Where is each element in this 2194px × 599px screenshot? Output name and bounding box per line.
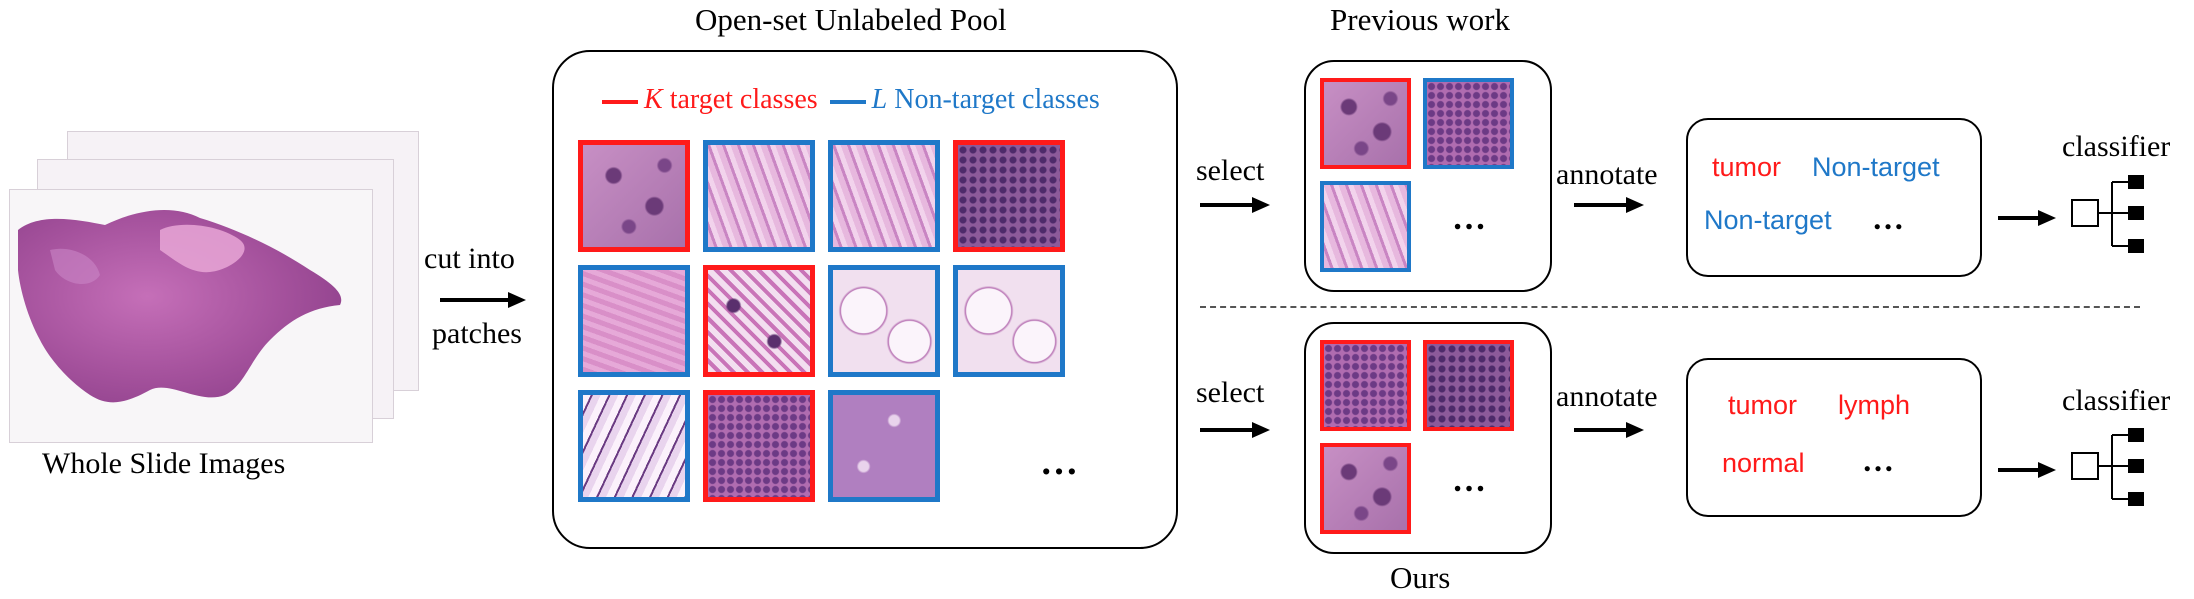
cut-label-line1: cut into xyxy=(424,242,515,275)
divider-dashed xyxy=(1200,306,2140,308)
prev-label-nontarget-2: Non-target xyxy=(1704,205,1832,235)
cut-label-line2: patches xyxy=(432,317,522,350)
legend-target-text: target classes xyxy=(662,84,818,115)
ours-select-arrow-icon xyxy=(1200,422,1270,438)
prev-label-tumor: tumor xyxy=(1712,152,1782,182)
tissue-patch-nontarget xyxy=(828,265,940,377)
prev-classifier-label: classifier xyxy=(2062,130,2171,163)
pool-title: Open-set Unlabeled Pool xyxy=(695,2,1007,37)
tissue-patch-target xyxy=(703,390,815,502)
ours-annotate-label: annotate xyxy=(1556,380,1658,413)
prev-label-nontarget-1: Non-target xyxy=(1812,152,1940,182)
ours-title: Ours xyxy=(1390,560,1451,595)
tissue-patch-target xyxy=(1320,340,1411,431)
tissue-patch-target xyxy=(1423,340,1514,431)
legend-target-var: K xyxy=(644,84,663,115)
prev-select-arrow-icon xyxy=(1200,197,1270,213)
prev-ellipsis: … xyxy=(1452,200,1486,237)
ours-label-ellipsis: … xyxy=(1862,442,1894,478)
pool-legend: K target classes L Non-target classes xyxy=(602,84,1100,120)
legend-nontarget-swatch xyxy=(829,99,866,104)
tissue-patch-nontarget xyxy=(578,265,690,377)
tissue-patch-nontarget xyxy=(828,140,940,252)
wsi-slide-front xyxy=(10,190,372,442)
ours-label-tumor: tumor xyxy=(1728,390,1798,420)
ours-annotate-arrow-icon xyxy=(1574,422,1644,438)
ours-classifier-label: classifier xyxy=(2062,384,2171,417)
tissue-patch-target xyxy=(953,140,1065,252)
legend-target-swatch xyxy=(602,99,638,104)
wsi-stack xyxy=(10,120,418,442)
prev-select-label: select xyxy=(1196,154,1265,187)
ours-classifier-icon xyxy=(2071,428,2144,506)
arrow-icon xyxy=(440,292,526,308)
ours-label-box xyxy=(1686,358,1982,517)
tissue-patch-nontarget xyxy=(1320,181,1411,272)
ours-ellipsis: … xyxy=(1452,462,1486,499)
ours-classifier-arrow-icon xyxy=(1998,462,2056,478)
prev-label-box xyxy=(1686,118,1982,277)
tissue-patch-nontarget xyxy=(578,390,690,502)
prev-annotate-arrow-icon xyxy=(1574,197,1644,213)
legend-nontarget-text: Non-target classes xyxy=(887,84,1100,115)
tissue-patch-target xyxy=(703,265,815,377)
ours-label-lymph: lymph xyxy=(1838,390,1911,420)
tissue-patch-nontarget xyxy=(828,390,940,502)
tissue-patch-target xyxy=(1320,443,1411,534)
legend-nontarget-var: L xyxy=(871,84,888,115)
ours-select-label: select xyxy=(1196,376,1265,409)
tissue-patch-nontarget xyxy=(1423,78,1514,169)
ours-label-normal: normal xyxy=(1722,448,1805,478)
prev-label-ellipsis: … xyxy=(1872,200,1904,236)
tissue-section xyxy=(18,209,342,403)
tissue-patch-target xyxy=(578,140,690,252)
tissue-patch-nontarget xyxy=(703,140,815,252)
prev-annotate-label: annotate xyxy=(1556,158,1658,191)
prev-title: Previous work xyxy=(1330,2,1510,37)
prev-classifier-arrow-icon xyxy=(1998,210,2056,226)
pool-ellipsis: … xyxy=(1040,441,1078,483)
tissue-patch-nontarget xyxy=(953,265,1065,377)
tissue-patch-target xyxy=(1320,78,1411,169)
prev-classifier-icon xyxy=(2071,175,2144,253)
wsi-caption: Whole Slide Images xyxy=(42,447,286,480)
